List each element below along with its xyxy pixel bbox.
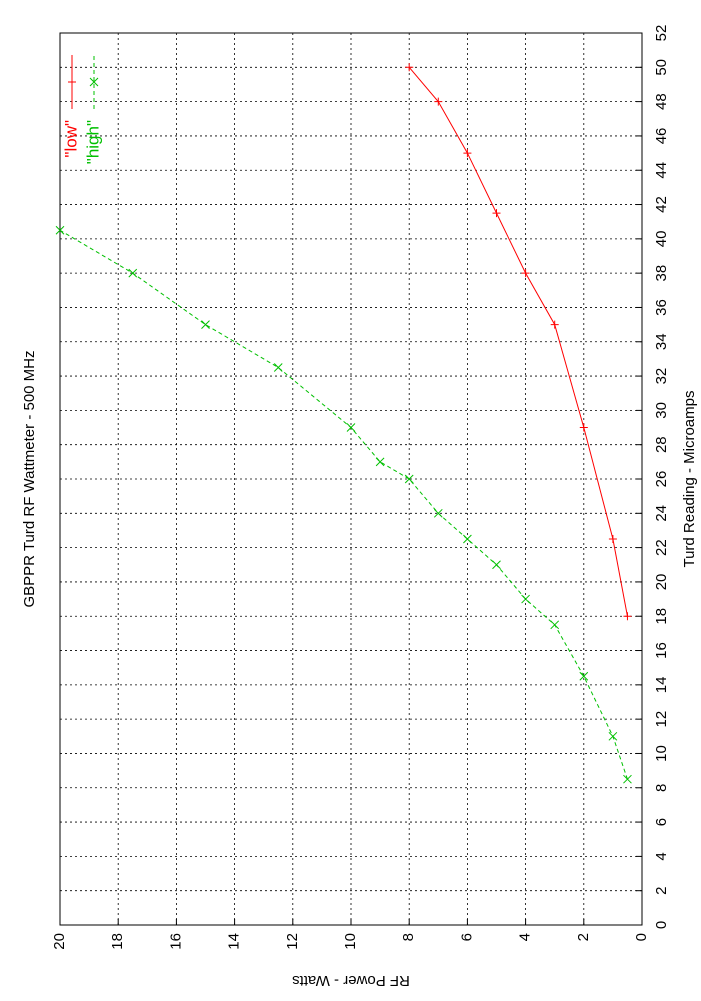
- x-tick-label: 0: [653, 921, 670, 929]
- series-line: [59, 229, 628, 780]
- x-tick-label: 46: [653, 128, 670, 145]
- y-tick-label: 18: [109, 933, 126, 950]
- x-tick-label: 34: [653, 333, 670, 350]
- x-tick-label: 30: [653, 402, 670, 419]
- x-tick-label: 4: [653, 852, 670, 860]
- point: [405, 63, 414, 72]
- x-tick-label: 48: [653, 93, 670, 110]
- x-tick-label: 16: [653, 642, 670, 659]
- x-tick-label: 14: [653, 677, 670, 694]
- y-tick-label: 2: [575, 933, 592, 941]
- point: [492, 209, 501, 218]
- point: [128, 268, 138, 278]
- point: [404, 474, 414, 484]
- x-tick-label: 36: [653, 299, 670, 316]
- x-tick-label: 28: [653, 436, 670, 453]
- x-tick-label: 52: [653, 25, 670, 42]
- x-tick-label: 6: [653, 818, 670, 826]
- legend-label: "low": [61, 120, 80, 158]
- y-tick-label: 16: [167, 933, 184, 950]
- point: [579, 423, 588, 432]
- point: [463, 534, 472, 544]
- point: [579, 671, 589, 681]
- y-tick-label: 8: [400, 933, 417, 941]
- point: [623, 774, 632, 784]
- y-tick-label: 10: [342, 933, 359, 950]
- x-tick-label: 22: [653, 539, 670, 556]
- x-tick-label: 10: [653, 745, 670, 762]
- point: [463, 149, 472, 158]
- point: [201, 320, 210, 329]
- x-tick-label: 18: [653, 608, 670, 625]
- rotated-plot: GBPPR Turd RF Wattmeter - 500 MHz Turd R…: [21, 25, 698, 989]
- point: [492, 560, 501, 570]
- x-tick-label: 2: [653, 887, 670, 895]
- point: [434, 97, 443, 106]
- x-tick-label: 32: [653, 368, 670, 385]
- y-tick-label: 20: [51, 933, 68, 950]
- x-tick-label: 20: [653, 574, 670, 591]
- point: [550, 620, 560, 630]
- chart-title: GBPPR Turd RF Wattmeter - 500 MHz: [21, 351, 38, 608]
- y-axis-label: RF Power - Watts: [292, 972, 410, 989]
- x-tick-label: 38: [653, 265, 670, 282]
- point: [623, 612, 632, 621]
- legend-label: "high": [83, 120, 102, 164]
- point: [375, 457, 385, 467]
- point: [521, 269, 530, 278]
- x-tick-label: 8: [653, 784, 670, 792]
- x-tick-label: 42: [653, 196, 670, 213]
- x-tick-label: 24: [653, 505, 670, 522]
- point: [608, 731, 618, 741]
- point: [346, 423, 356, 432]
- point: [550, 320, 559, 329]
- x-axis-label: Turd Reading - Microamps: [681, 390, 698, 567]
- x-tick-label: 12: [653, 711, 670, 728]
- point: [55, 225, 65, 235]
- point: [273, 363, 283, 372]
- point: [608, 535, 617, 544]
- y-tick-label: 14: [226, 933, 243, 950]
- plot-frame: [59, 32, 643, 926]
- legend-marker: [89, 77, 99, 87]
- y-tick-label: 6: [458, 933, 475, 941]
- x-tick-label: 50: [653, 59, 670, 76]
- x-tick-label: 26: [653, 471, 670, 488]
- x-tick-label: 40: [653, 231, 670, 248]
- y-tick-label: 0: [633, 933, 650, 941]
- x-tick-label: 44: [653, 162, 670, 179]
- point: [433, 508, 443, 518]
- y-tick-label: 12: [284, 933, 301, 950]
- legend-marker: [68, 78, 76, 86]
- point: [521, 594, 530, 604]
- y-tick-label: 4: [517, 933, 534, 941]
